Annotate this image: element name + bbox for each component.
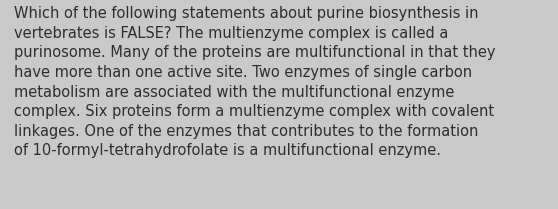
Text: Which of the following statements about purine biosynthesis in
vertebrates is FA: Which of the following statements about … xyxy=(14,6,496,158)
